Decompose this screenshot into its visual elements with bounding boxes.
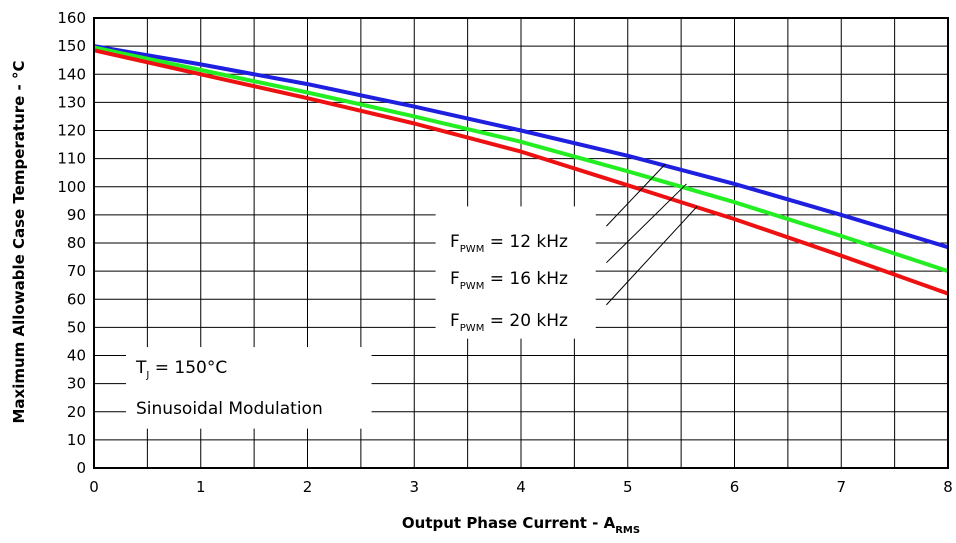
- y-axis-title: Maximum Allowable Case Temperature - °C: [10, 60, 28, 423]
- tj-annotation: TJ = 150°C: [135, 358, 227, 381]
- x-tick-label: 6: [730, 478, 740, 496]
- leader-line-0: [606, 163, 666, 227]
- y-tick-label: 30: [67, 375, 86, 393]
- y-tick-label: 140: [57, 65, 86, 83]
- series-line-2: [93, 48, 949, 296]
- x-tick-label: 0: [89, 478, 99, 496]
- x-tick-label: 4: [516, 478, 526, 496]
- series-lines: [93, 44, 949, 296]
- y-tick-label: 70: [67, 262, 86, 280]
- tick-labels: 0 1 2 3 4 5 6 7 80102030405060708090100110120130…: [57, 9, 952, 496]
- x-axis-title: Output Phase Current - ARMS: [402, 514, 640, 536]
- legend-leader-lines: [606, 163, 698, 306]
- y-tick-label: 110: [57, 150, 86, 168]
- modulation-annotation: Sinusoidal Modulation: [136, 399, 323, 419]
- y-tick-label: 90: [67, 206, 86, 224]
- y-tick-label: 40: [67, 347, 86, 365]
- legend-box: [435, 206, 596, 339]
- y-tick-label: 120: [57, 122, 86, 140]
- x-tick-label: 7: [836, 478, 846, 496]
- x-tick-label: 8: [943, 478, 953, 496]
- annotation-box: [126, 347, 372, 429]
- legend-label-16khz: FPWM = 16 kHz: [450, 269, 568, 292]
- y-tick-label: 60: [67, 290, 86, 308]
- plot-frame: [93, 17, 949, 469]
- y-tick-label: 150: [57, 37, 86, 55]
- y-tick-label: 130: [57, 93, 86, 111]
- legend-label-12khz: FPWM = 12 kHz: [450, 232, 568, 255]
- x-tick-label: 5: [623, 478, 633, 496]
- leader-line-1: [606, 183, 687, 264]
- series-line-1: [93, 45, 949, 273]
- y-tick-label: 80: [67, 234, 86, 252]
- y-tick-label: 100: [57, 178, 86, 196]
- legend-label-20khz: FPWM = 20 kHz: [450, 311, 568, 334]
- y-tick-label: 0: [76, 459, 86, 477]
- x-tick-label: 3: [409, 478, 419, 496]
- x-tick-label: 2: [303, 478, 313, 496]
- y-tick-label: 50: [67, 318, 86, 336]
- y-tick-label: 160: [57, 9, 86, 27]
- series-line-0: [93, 44, 949, 250]
- leader-line-2: [606, 206, 698, 306]
- y-tick-label: 20: [67, 403, 86, 421]
- y-tick-label: 10: [67, 431, 86, 449]
- x-tick-label: 1: [196, 478, 206, 496]
